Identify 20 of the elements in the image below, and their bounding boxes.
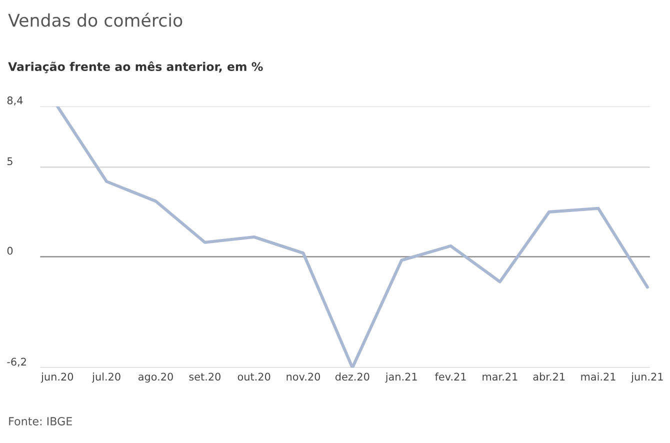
y-tick-label: 8,4 bbox=[7, 96, 23, 106]
x-tick-label: jan.21 bbox=[385, 372, 417, 383]
source-note: Fonte: IBGE bbox=[9, 417, 72, 426]
x-tick-label: jun.20 bbox=[40, 372, 74, 383]
x-tick-label: dez.20 bbox=[335, 372, 370, 381]
x-tick-label: out.20 bbox=[238, 372, 270, 381]
x-tick-label: abr.21 bbox=[533, 372, 565, 381]
y-tick-label: -6,2 bbox=[7, 358, 26, 367]
x-tick-label: nov.20 bbox=[286, 372, 320, 381]
x-tick-label: jun.21 bbox=[630, 372, 663, 383]
x-tick-label: ago.20 bbox=[138, 372, 173, 383]
x-tick-label: mai.21 bbox=[581, 372, 616, 381]
x-tick-label: mar.21 bbox=[482, 372, 518, 381]
y-tick-label: 5 bbox=[7, 157, 12, 166]
x-tick-label: set.20 bbox=[189, 372, 220, 381]
chart-title: Vendas do comércio bbox=[8, 12, 182, 27]
x-tick-label: fev.21 bbox=[435, 372, 466, 381]
y-tick-label: 0 bbox=[7, 246, 13, 255]
chart-subtitle: Variação frente ao mês anterior, em % bbox=[8, 61, 263, 74]
x-tick-label: jul.20 bbox=[92, 372, 120, 383]
